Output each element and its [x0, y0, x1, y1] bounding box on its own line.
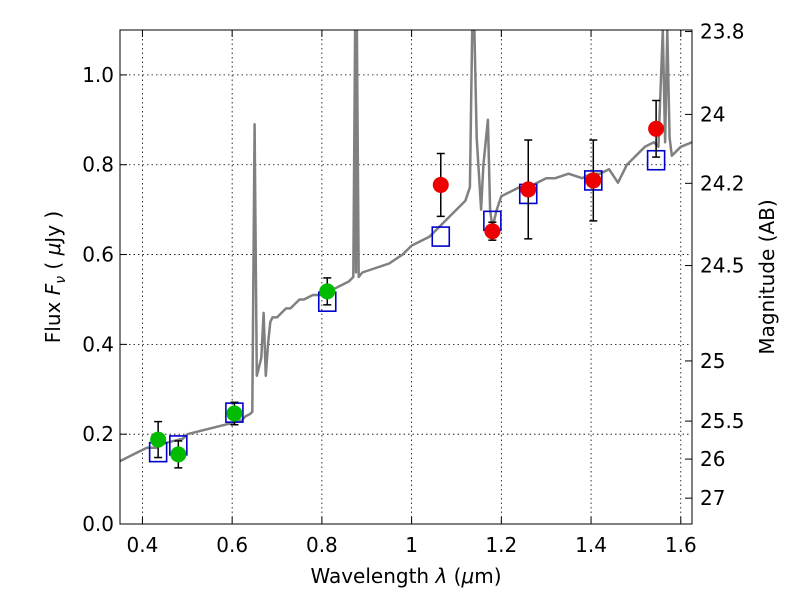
axis-ticks: [120, 30, 692, 525]
ground-data-point: [150, 431, 167, 448]
x-tick-label: 1.2: [485, 533, 517, 557]
tick-labels: 0.4 0.6 0.8 1 1.2 1.4 1.6 0.0 0.2 0.4 0.6 0.8 1.0 23.…: [82, 20, 744, 557]
x-tick-label: 1.6: [665, 533, 697, 557]
ground-data-point: [319, 283, 336, 300]
observed-point-series: [150, 120, 665, 463]
y-tick-label: 0.2: [82, 422, 114, 446]
y-tick-label: 1.0: [82, 63, 114, 87]
mag-tick-label: 26: [700, 447, 725, 471]
mag-tick-label: 24.2: [700, 171, 745, 195]
spectrum-line: [120, 30, 692, 463]
model-box-marker: [431, 226, 451, 247]
grid-lines: [120, 30, 692, 525]
mag-tick-label: 27: [700, 486, 725, 510]
x-tick-label: 1.4: [575, 533, 607, 557]
y-tick-label: 0.4: [82, 332, 114, 356]
y-tick-label: 0.8: [82, 153, 114, 177]
y-tick-label: 0.6: [82, 243, 114, 267]
space-data-point: [520, 181, 537, 198]
mag-tick-label: 24: [700, 102, 725, 126]
mag-tick-label: 25.5: [700, 409, 745, 433]
x-tick-label: 1: [405, 533, 418, 557]
ground-data-point: [226, 405, 243, 422]
x-tick-label: 0.4: [127, 533, 159, 557]
x-tick-label: 0.6: [216, 533, 248, 557]
mag-tick-label: 24.5: [700, 254, 745, 278]
space-data-point: [484, 223, 501, 240]
y-axis-label: Flux Fν ( μJy ): [41, 211, 69, 343]
ground-data-point: [170, 446, 187, 463]
x-tick-label: 0.8: [306, 533, 338, 557]
x-axis-label: Wavelength λ (μm): [310, 564, 501, 588]
spectrum-series: [120, 30, 692, 463]
space-data-point: [432, 176, 449, 193]
plot-frame: [119, 29, 693, 525]
y2-axis-label: Magnitude (AB): [755, 199, 779, 354]
mag-tick-label: 23.8: [700, 20, 745, 44]
space-data-point: [648, 120, 665, 137]
space-data-point: [585, 172, 602, 189]
mag-tick-label: 25: [700, 349, 725, 373]
y-tick-label: 0.0: [82, 512, 114, 536]
